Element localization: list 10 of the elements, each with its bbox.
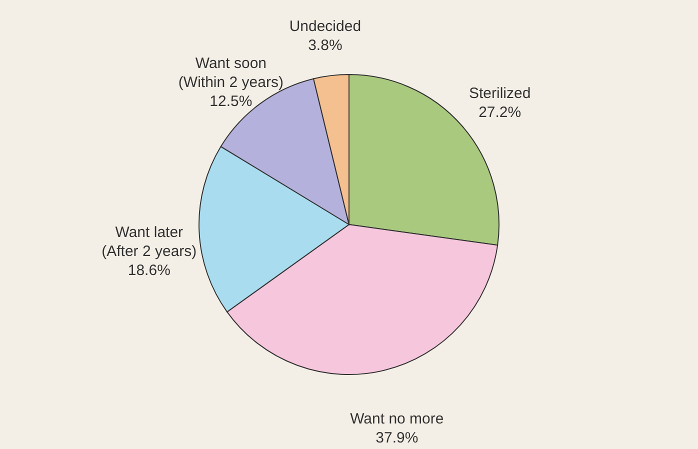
data-label: 27.2% <box>478 104 522 122</box>
slice-label: Sterilized <box>469 85 531 102</box>
data-label: 12.5% <box>210 93 252 110</box>
slice-label: Undecided <box>289 18 362 35</box>
slice-label: Want later (After 2 years) <box>102 224 197 260</box>
data-label: 3.8% <box>308 36 342 54</box>
slice-label: Want soon (Within 2 years) <box>178 55 284 92</box>
data-label: 18.6% <box>128 262 170 280</box>
data-label: 37.9% <box>376 430 418 447</box>
slice-label: Want no more <box>350 410 444 428</box>
